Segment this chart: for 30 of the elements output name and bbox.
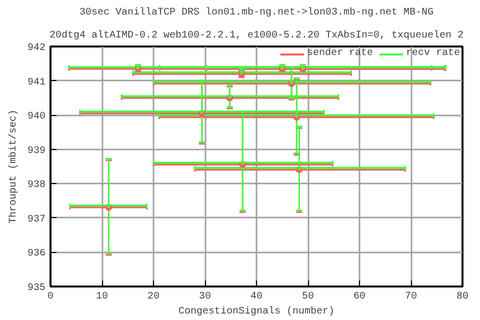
x-tick-label: 10 [96,292,108,302]
x-tick-label: 50 [302,292,314,302]
point [106,204,111,208]
y-tick-label: 937 [27,214,46,226]
point [290,80,294,84]
legend-label: recv rate [406,48,460,59]
x-tick-label: 30 [199,292,212,302]
point [294,113,299,118]
point [228,94,232,98]
point [297,166,302,170]
x-tick-label: 70 [405,292,418,302]
y-axis-title: Throuput (mbit/sec) [7,109,20,224]
x-axis-title: CongestionSignals (number) [178,306,335,318]
chart-title: 30sec VanillaTCP DRS lon01.mb-ng.net->lon03.mb-ng.net MB-NG [79,6,434,18]
y-tick-label: 940 [27,112,46,123]
y-tick-label: 936 [27,248,46,260]
x-tick-label: 20 [148,292,160,302]
y-tick-label: 941 [27,77,46,88]
legend-label: sender rate [306,48,373,59]
point [200,110,204,114]
x-tick-label: 0 [48,292,54,302]
y-tick-label: 938 [27,180,46,192]
x-tick-label: 80 [456,292,469,302]
chart-subtitle: 20dtg4 altAIMD-0.2 web100-2.2.1, e1000-5.2.20 TxAbsIn=0, txqueuelen 2 [49,30,464,42]
x-tick-label: 40 [250,292,263,302]
point [240,160,245,165]
y-tick-label: 939 [27,146,46,157]
y-tick-label: 942 [27,43,46,54]
y-tick-label: 935 [27,283,46,294]
x-tick-label: 60 [354,292,366,302]
